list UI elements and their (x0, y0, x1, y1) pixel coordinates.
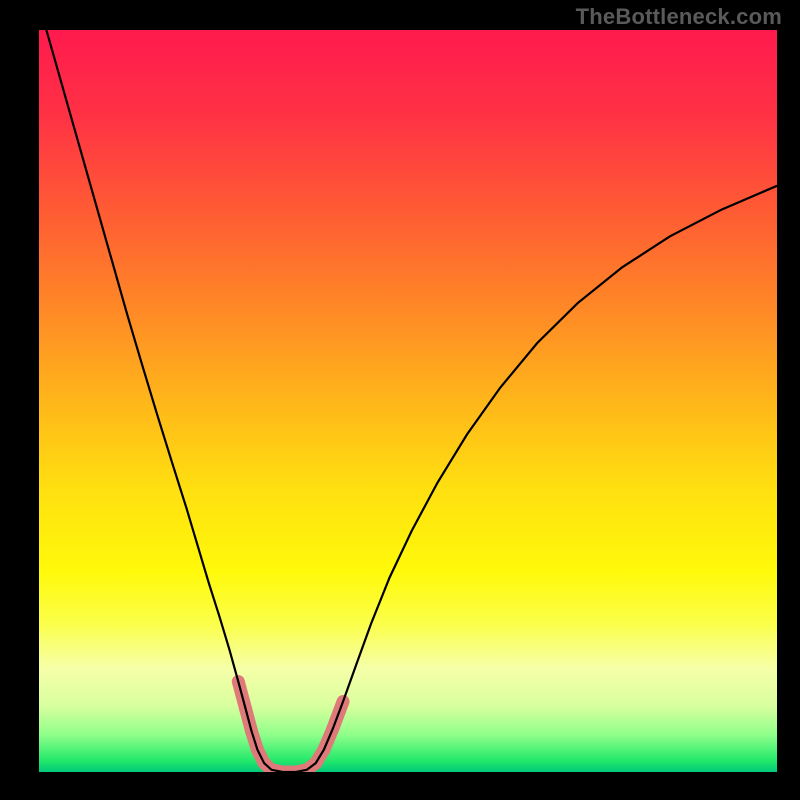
watermark-text: TheBottleneck.com (576, 4, 782, 30)
plot-background (39, 30, 777, 772)
chart-svg (0, 0, 800, 800)
chart-container: { "watermark": { "text": "TheBottleneck.… (0, 0, 800, 800)
